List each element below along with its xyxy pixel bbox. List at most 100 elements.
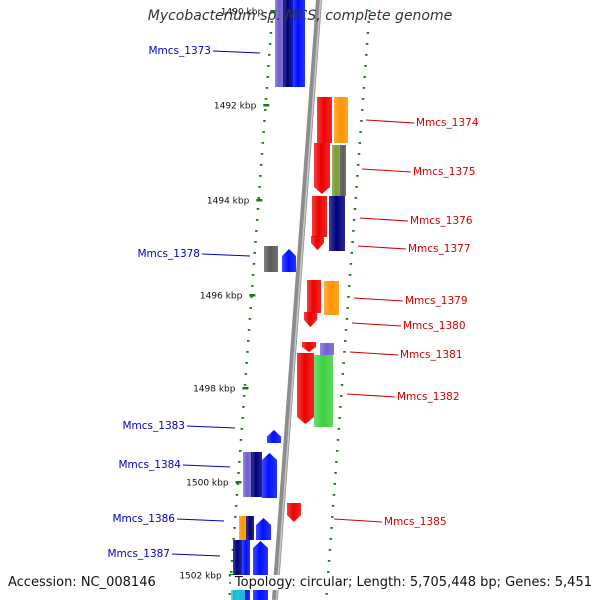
tick-mark <box>357 153 361 155</box>
tick-mark <box>335 450 339 452</box>
gene-label-mmcs-1373[interactable]: Mmcs_1373 <box>148 45 211 57</box>
gene-block[interactable] <box>275 0 284 87</box>
gene-block[interactable] <box>246 516 254 540</box>
tick-mark <box>263 109 267 111</box>
tick-mark <box>342 362 345 364</box>
tick-mark <box>355 186 358 188</box>
gene-block[interactable] <box>251 452 262 497</box>
label-leader-line <box>182 464 231 468</box>
gene-block[interactable] <box>231 590 245 600</box>
gene-label-mmcs-1385[interactable]: Mmcs_1385 <box>384 516 447 528</box>
genome-backbone-highlight <box>275 0 322 600</box>
tick-mark <box>329 538 332 540</box>
gene-block[interactable] <box>334 97 348 143</box>
tick-mark <box>347 296 350 298</box>
scale-major-tick <box>256 199 263 202</box>
tick-mark <box>366 32 370 34</box>
tick-mark <box>353 208 357 210</box>
gene-label-mmcs-1384[interactable]: Mmcs_1384 <box>118 459 181 471</box>
label-leader-line <box>171 553 221 557</box>
tick-mark <box>328 549 332 551</box>
tick-mark <box>257 197 261 199</box>
tick-mark <box>327 560 331 562</box>
gene-label-mmcs-1387[interactable]: Mmcs_1387 <box>107 548 170 560</box>
gene-block[interactable] <box>304 312 317 327</box>
gene-block[interactable] <box>314 143 330 194</box>
tick-mark <box>230 560 234 562</box>
tick-mark <box>356 164 360 166</box>
tick-mark <box>335 461 338 463</box>
gene-label-mmcs-1377[interactable]: Mmcs_1377 <box>408 243 471 255</box>
gene-block[interactable] <box>324 281 339 315</box>
tick-mark <box>363 76 366 78</box>
label-leader-line <box>353 297 404 302</box>
gene-block[interactable] <box>262 453 277 498</box>
tick-mark <box>254 241 257 243</box>
gene-block[interactable] <box>287 503 301 522</box>
tick-mark <box>362 87 366 89</box>
gene-block[interactable] <box>267 430 281 443</box>
gene-label-mmcs-1380[interactable]: Mmcs_1380 <box>403 320 466 332</box>
gene-block[interactable] <box>317 97 332 143</box>
gene-label-mmcs-1374[interactable]: Mmcs_1374 <box>416 117 479 129</box>
label-leader-line <box>186 425 236 429</box>
tick-mark <box>247 340 250 342</box>
tick-mark <box>269 32 273 34</box>
tick-mark <box>263 120 266 122</box>
gene-block[interactable] <box>320 343 334 355</box>
label-leader-line <box>333 518 383 523</box>
scale-label: 1492 kbp <box>214 102 257 112</box>
gene-label-mmcs-1381[interactable]: Mmcs_1381 <box>400 349 463 361</box>
tick-mark <box>250 296 253 298</box>
tick-mark <box>238 461 241 463</box>
gene-block[interactable] <box>253 541 268 600</box>
tick-mark <box>246 351 249 353</box>
tick-mark <box>265 87 269 89</box>
gene-label-mmcs-1375[interactable]: Mmcs_1375 <box>413 166 476 178</box>
tick-mark <box>253 252 256 254</box>
tick-mark <box>262 131 265 133</box>
gene-block[interactable] <box>340 145 346 196</box>
tick-mark <box>232 538 235 540</box>
tick-mark <box>233 527 236 529</box>
gene-block[interactable] <box>312 196 327 237</box>
gene-block[interactable] <box>239 516 247 540</box>
gene-block[interactable] <box>314 355 333 427</box>
gene-label-mmcs-1382[interactable]: Mmcs_1382 <box>397 391 460 403</box>
gene-label-mmcs-1386[interactable]: Mmcs_1386 <box>112 513 175 525</box>
tick-marks <box>228 10 371 595</box>
tick-mark <box>228 593 231 595</box>
tick-mark <box>258 186 261 188</box>
tick-mark <box>255 230 258 232</box>
tick-mark <box>336 439 340 441</box>
gene-label-mmcs-1379[interactable]: Mmcs_1379 <box>405 295 468 307</box>
label-leader-line <box>357 245 407 250</box>
tick-mark <box>365 43 369 45</box>
gene-block[interactable] <box>243 452 252 497</box>
tick-mark <box>259 175 262 177</box>
tick-mark <box>331 505 335 507</box>
gene-block[interactable] <box>297 353 314 424</box>
gene-block[interactable] <box>256 518 271 540</box>
gene-block[interactable] <box>264 246 278 272</box>
tick-mark <box>367 21 370 23</box>
gene-block[interactable] <box>302 342 316 352</box>
scale-label: 1496 kbp <box>200 292 243 302</box>
gene-label-mmcs-1383[interactable]: Mmcs_1383 <box>122 420 185 432</box>
gene-block[interactable] <box>292 0 305 87</box>
tick-mark <box>267 65 270 67</box>
gene-block[interactable] <box>283 0 293 87</box>
scale-major-tick <box>263 104 270 107</box>
gene-block[interactable] <box>329 196 345 251</box>
gene-block[interactable] <box>332 145 341 196</box>
gene-block[interactable] <box>311 236 324 250</box>
tick-mark <box>264 98 268 100</box>
label-leader-line <box>346 393 396 398</box>
label-leader-line <box>176 518 225 522</box>
label-leader-line <box>365 119 415 124</box>
gene-label-mmcs-1376[interactable]: Mmcs_1376 <box>410 215 473 227</box>
gene-block[interactable] <box>282 249 296 272</box>
tick-mark <box>242 406 245 408</box>
gene-block[interactable] <box>307 280 321 313</box>
gene-label-mmcs-1378[interactable]: Mmcs_1378 <box>137 248 200 260</box>
